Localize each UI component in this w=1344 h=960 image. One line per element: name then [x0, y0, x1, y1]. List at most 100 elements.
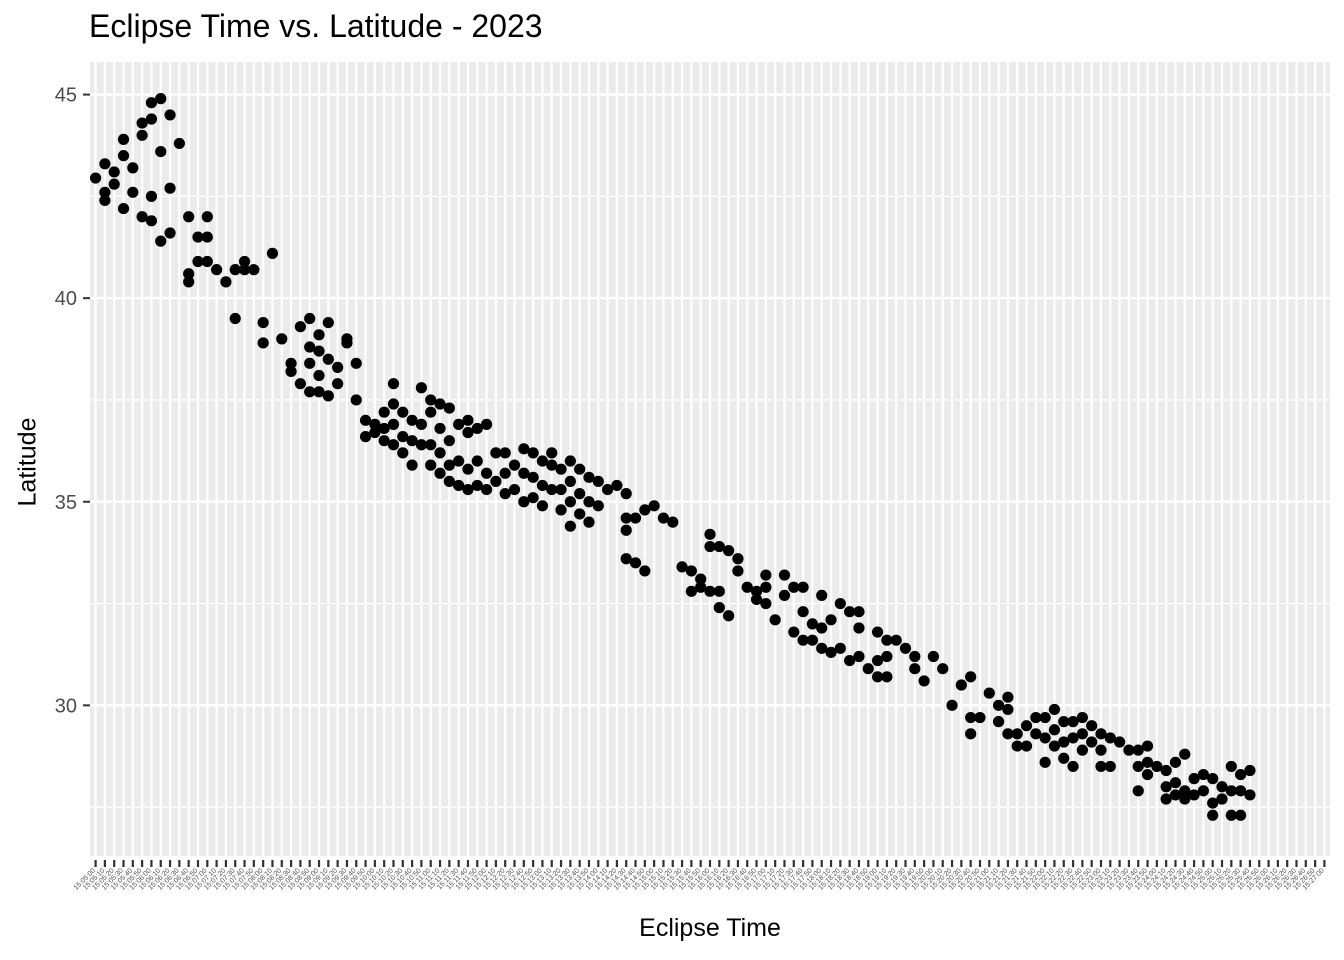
data-point — [909, 663, 921, 675]
data-point — [1048, 724, 1061, 736]
data-point — [797, 606, 809, 618]
data-point — [797, 581, 809, 593]
data-point — [453, 479, 465, 492]
data-point — [806, 634, 819, 646]
data-point — [1132, 760, 1144, 773]
data-point — [769, 614, 781, 626]
data-point — [313, 345, 325, 357]
data-point — [853, 622, 865, 634]
data-point — [1244, 789, 1256, 801]
data-point — [387, 398, 400, 410]
data-point — [1086, 736, 1098, 748]
data-point — [462, 426, 474, 439]
data-point — [238, 264, 251, 276]
data-point — [155, 235, 167, 247]
data-point — [490, 447, 502, 459]
data-point — [304, 341, 316, 353]
data-point — [1048, 740, 1061, 752]
data-point — [508, 459, 521, 471]
data-point — [844, 654, 856, 667]
data-point — [1030, 711, 1042, 724]
data-point — [732, 553, 744, 565]
data-point — [108, 178, 120, 190]
data-point — [937, 663, 949, 675]
data-point — [1058, 752, 1070, 764]
data-point — [1179, 785, 1191, 797]
data-point — [546, 447, 558, 459]
data-point — [825, 646, 837, 659]
data-point — [620, 488, 632, 500]
data-point — [322, 316, 334, 329]
data-point — [499, 488, 511, 500]
data-point — [1197, 785, 1209, 797]
data-point — [304, 357, 316, 369]
data-point — [732, 565, 744, 577]
data-point — [1244, 764, 1256, 777]
data-point — [490, 475, 502, 487]
data-point — [1216, 781, 1228, 793]
data-point — [527, 492, 539, 504]
data-point — [592, 500, 604, 512]
data-point — [574, 463, 586, 475]
data-point — [536, 479, 549, 492]
y-tick-label: 40 — [55, 288, 77, 310]
data-point — [1058, 736, 1070, 748]
data-point — [1160, 764, 1172, 777]
y-tick-label: 45 — [55, 85, 77, 107]
data-point — [1002, 691, 1014, 703]
data-point — [564, 475, 576, 487]
data-point — [387, 378, 400, 390]
data-point — [145, 190, 158, 202]
data-point — [471, 455, 483, 467]
major-gridlines — [90, 62, 1330, 856]
data-point — [620, 512, 632, 524]
data-point — [629, 557, 642, 569]
data-point — [462, 463, 474, 475]
data-point — [844, 606, 856, 618]
data-point — [1048, 703, 1061, 716]
data-point — [332, 361, 344, 373]
data-point — [518, 496, 530, 508]
data-point — [890, 634, 902, 646]
data-point — [881, 650, 893, 663]
data-point — [1030, 728, 1042, 740]
data-point — [425, 394, 437, 406]
data-point — [648, 500, 660, 512]
data-point — [1141, 740, 1154, 752]
data-point — [164, 109, 176, 121]
data-point — [480, 467, 493, 479]
data-point — [723, 545, 735, 557]
data-point — [853, 650, 865, 663]
data-point — [741, 581, 753, 593]
data-point — [723, 610, 735, 622]
data-point — [816, 642, 828, 654]
data-point — [350, 394, 362, 406]
data-point — [341, 337, 353, 349]
data-point — [304, 386, 316, 398]
data-point — [583, 516, 595, 528]
data-point — [1235, 785, 1247, 797]
data-point — [229, 312, 241, 325]
data-point — [1141, 768, 1154, 781]
data-point — [974, 711, 986, 724]
data-point — [667, 516, 679, 528]
data-point — [359, 431, 372, 443]
data-point — [965, 671, 977, 683]
data-point — [443, 402, 455, 414]
data-point — [117, 150, 130, 162]
data-point — [155, 93, 167, 105]
data-point — [99, 194, 111, 207]
data-point — [406, 459, 418, 471]
data-point — [499, 447, 511, 459]
data-point — [415, 439, 428, 451]
x-axis-label: Eclipse Time — [639, 914, 781, 942]
data-point — [1002, 703, 1014, 716]
data-point — [155, 145, 167, 158]
data-point — [1095, 760, 1107, 773]
data-point — [620, 524, 632, 536]
data-points — [89, 93, 1256, 821]
data-point — [518, 443, 530, 455]
data-point — [704, 540, 716, 553]
data-point — [313, 369, 325, 382]
data-point — [518, 467, 530, 479]
